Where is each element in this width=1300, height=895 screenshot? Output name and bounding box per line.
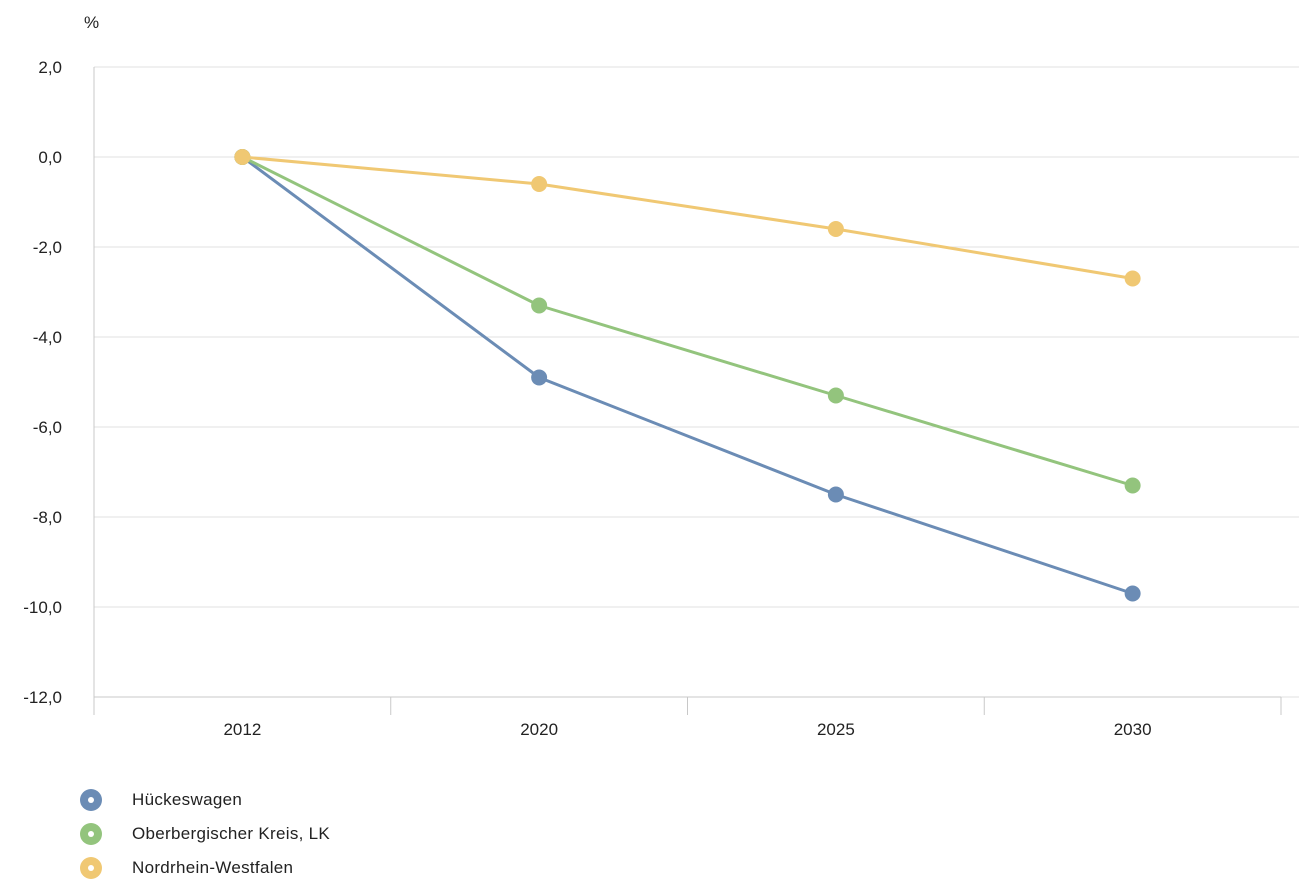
x-tick-label: 2030 [1114,720,1152,739]
data-point[interactable] [827,387,844,404]
y-tick-label: -8,0 [33,508,62,527]
legend-label: Nordrhein-Westfalen [132,858,294,877]
legend-marker-icon [80,857,102,879]
data-point[interactable] [531,369,548,386]
grid-lines [94,66,1299,698]
series-line [241,155,1134,487]
y-tick-label: 2,0 [38,58,62,77]
series-1 [234,149,1141,494]
x-tick-label: 2025 [817,720,855,739]
data-point[interactable] [1124,270,1141,287]
legend-item-oberbergischer-kreis[interactable]: Oberbergischer Kreis, LK [80,817,330,851]
series-2 [234,149,1141,287]
data-point[interactable] [531,176,548,192]
x-tick-label: 2020 [520,720,558,739]
data-point[interactable] [1124,477,1141,494]
legend-label: Oberbergischer Kreis, LK [132,824,331,843]
legend-item-hueckeswagen[interactable]: Hückeswagen [80,783,330,817]
axes [93,67,1281,715]
x-tick-label: 2012 [223,720,261,739]
y-axis-ticks: 2,0 0,0 -2,0 -4,0 -6,0 -8,0 -10,0 -12,0 [23,58,62,707]
y-tick-label: -12,0 [23,688,62,707]
line-chart: 2,0 0,0 -2,0 -4,0 -6,0 -8,0 -10,0 -12,0 2012 202… [23,13,1299,739]
legend: Hückeswagen Oberbergischer Kreis, LK Nor… [80,783,330,885]
series-line [242,155,1133,280]
data-point[interactable] [827,221,844,237]
data-point[interactable] [531,297,548,314]
data-point[interactable] [827,486,844,503]
y-tick-label: -6,0 [33,418,62,437]
y-tick-label: -2,0 [33,238,62,257]
y-tick-label: -10,0 [23,598,62,617]
series-group [234,149,1141,602]
y-axis-unit-label: % [84,13,99,32]
legend-item-nordrhein-westfalen[interactable]: Nordrhein-Westfalen [80,851,330,885]
legend-marker-icon [80,823,102,845]
legend-label: Hückeswagen [132,790,243,809]
x-axis-ticks: 2012 2020 2025 2030 [93,697,1282,739]
y-tick-label: -4,0 [33,328,62,347]
data-point[interactable] [1124,585,1141,602]
legend-marker-icon [80,789,102,811]
series-0 [234,149,1141,602]
series-line [241,155,1134,595]
y-tick-label: 0,0 [38,148,62,167]
data-point[interactable] [234,149,251,165]
